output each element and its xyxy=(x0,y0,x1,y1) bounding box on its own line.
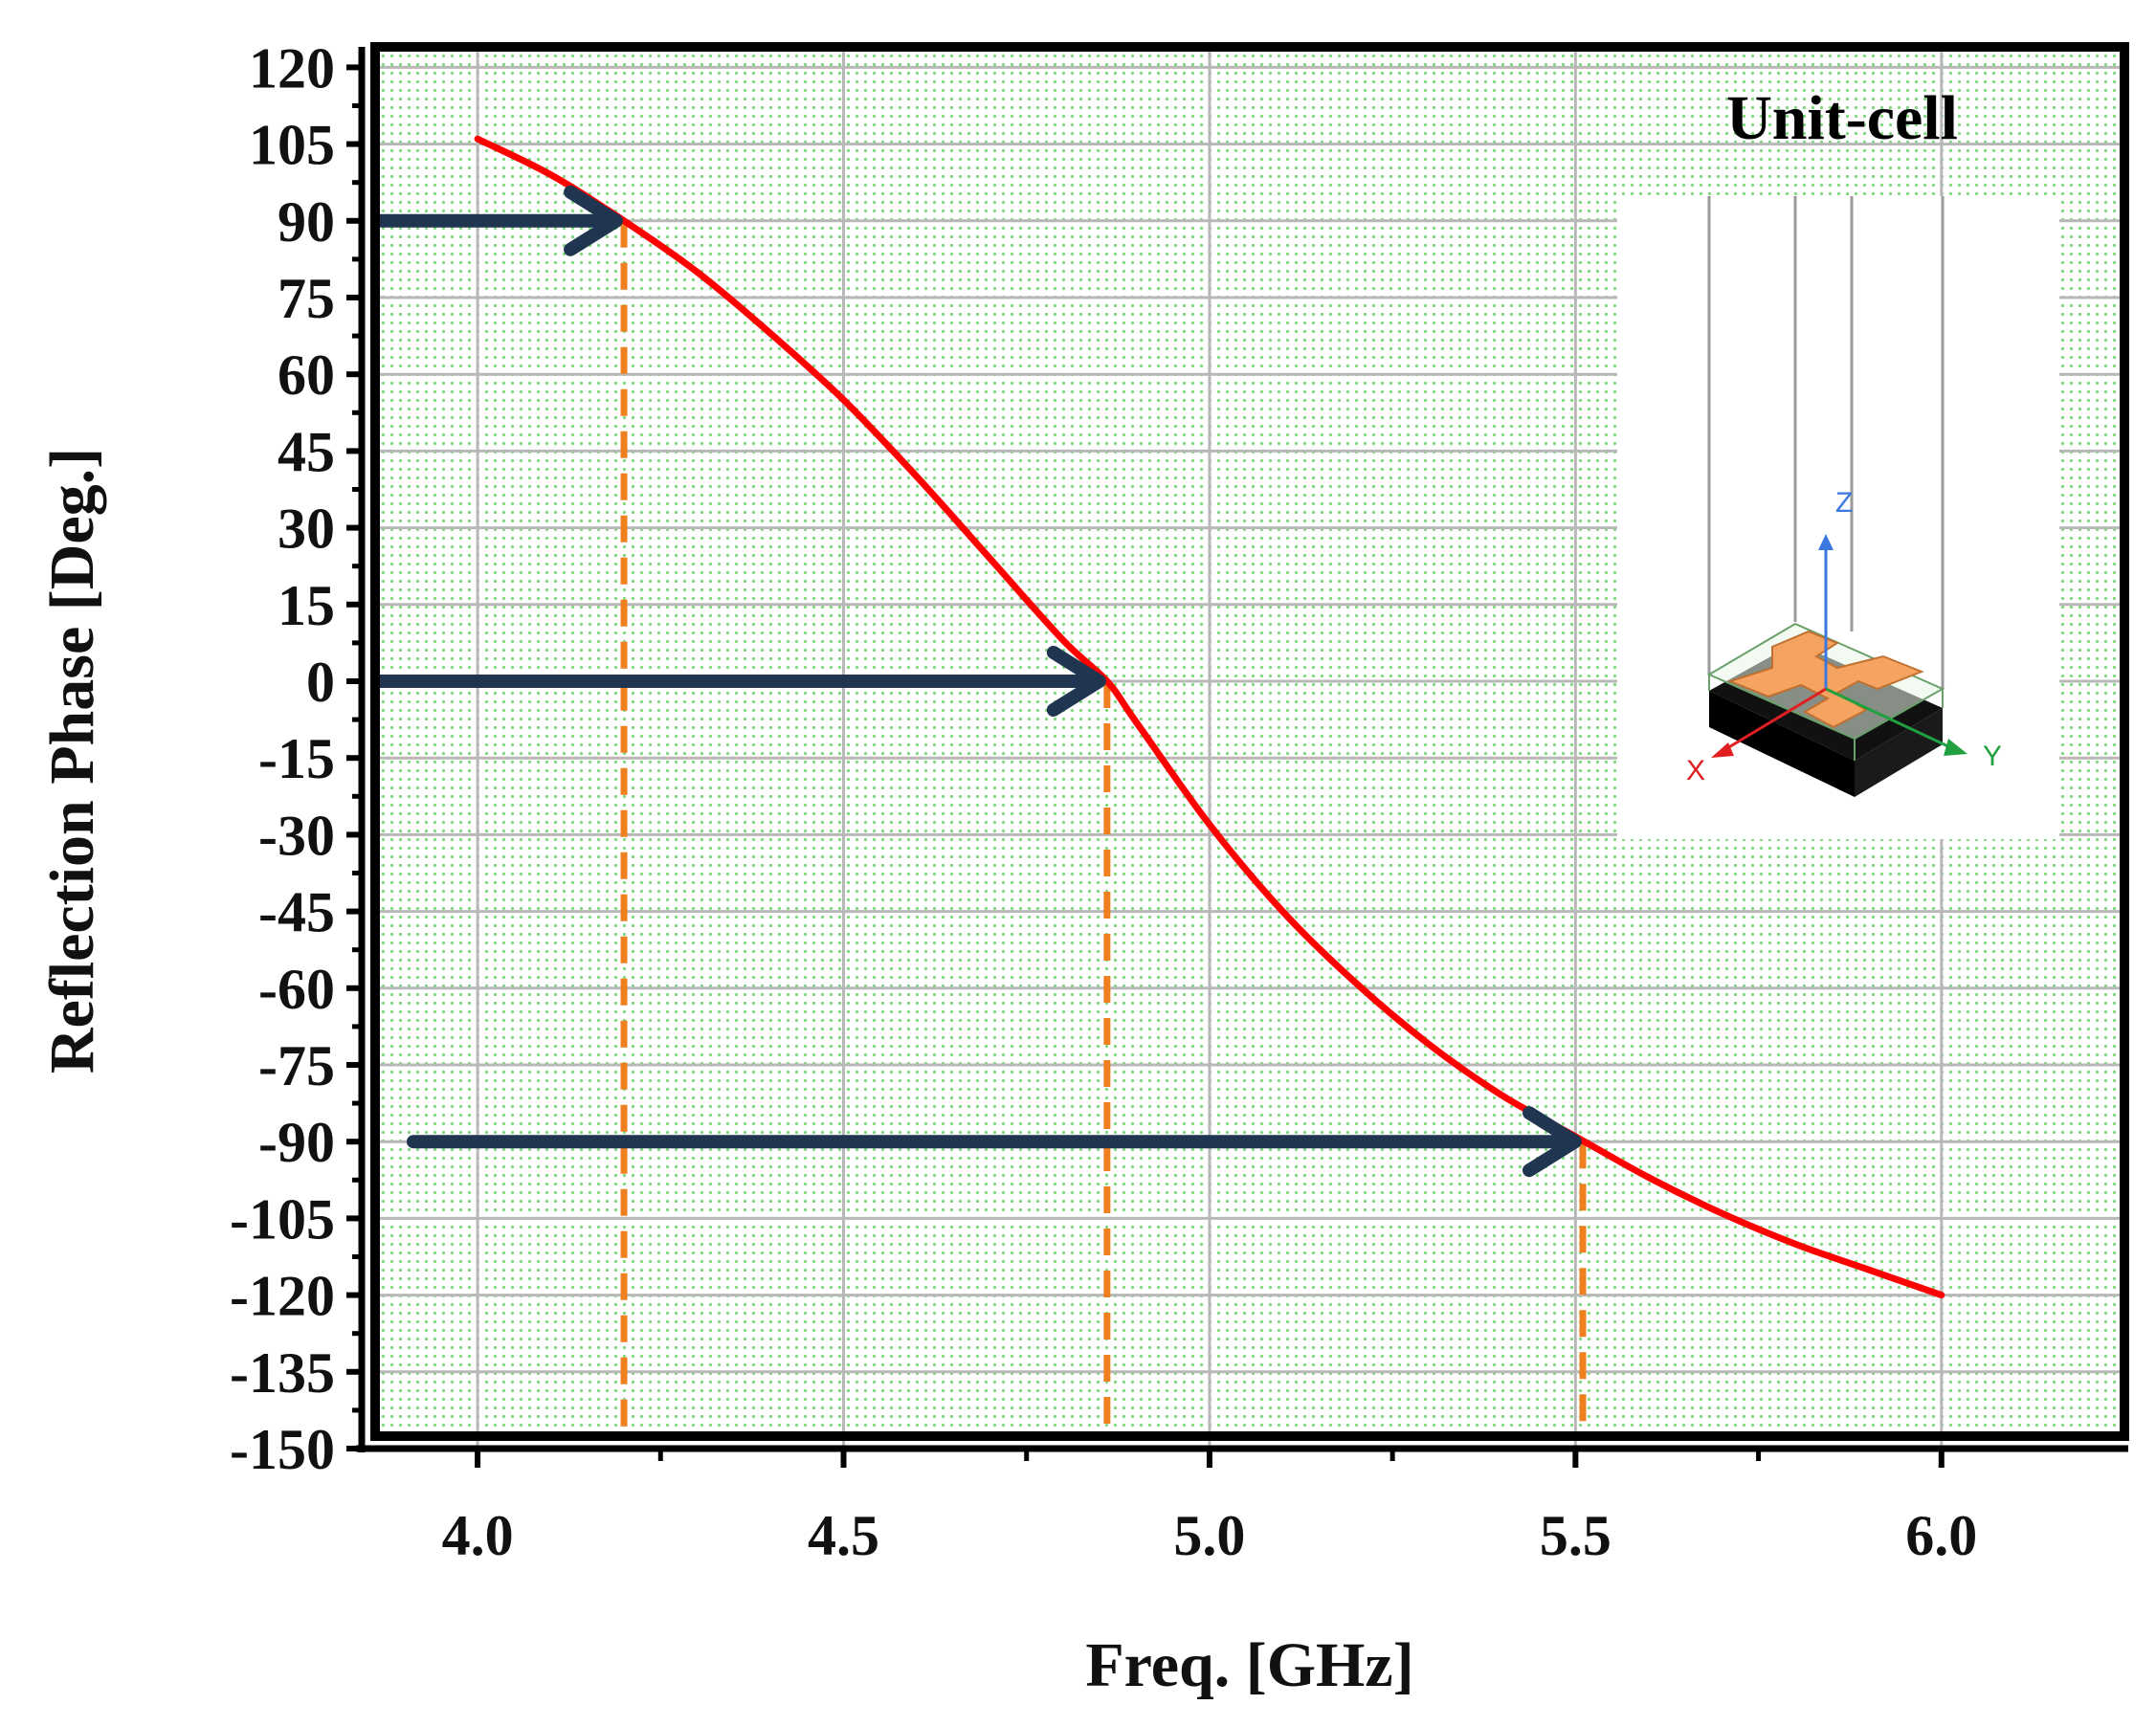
y-tick-label: -75 xyxy=(258,1034,335,1097)
marker-arrow-head xyxy=(564,185,624,256)
unit-cell-drawing: Z Y X xyxy=(1686,196,2002,797)
x-axis-label: X xyxy=(1686,755,1705,786)
y-tick-label: -45 xyxy=(258,881,335,944)
x-tick-label: 5.0 xyxy=(1173,1504,1245,1567)
y-tick-label: 0 xyxy=(306,651,335,714)
y-tick-label: -120 xyxy=(230,1265,335,1328)
y-tick-label: -150 xyxy=(230,1418,335,1481)
inset-title: Unit-cell xyxy=(1726,83,1958,153)
z-axis-arrowhead xyxy=(1818,534,1834,550)
unit-cell-inset: Unit-cell Z Y X xyxy=(1617,83,2059,839)
y-tick-label: 90 xyxy=(278,190,335,254)
axis-ticks xyxy=(346,64,1945,1468)
marker-arrows xyxy=(375,185,1583,1178)
plot-frame xyxy=(370,42,2129,1441)
y-axis-title: Reflection Phase [Deg.] xyxy=(37,448,107,1074)
y-tick-label: -30 xyxy=(258,804,335,867)
marker-lines xyxy=(620,220,1587,1428)
y-axis-label: Y xyxy=(1983,741,2002,772)
marker-arrow-head xyxy=(1523,1106,1583,1178)
phase-curve xyxy=(474,135,1945,1299)
x-tick-label: 4.5 xyxy=(808,1504,879,1567)
y-tick-label: -15 xyxy=(258,727,335,790)
x-tick-labels: 4.0 4.5 5.0 5.5 6.0 xyxy=(442,1504,1978,1567)
x-tick-label: 4.0 xyxy=(442,1504,514,1567)
y-tick-label: -135 xyxy=(230,1341,335,1405)
x-axis-line xyxy=(1722,687,1827,753)
y-tick-label: 45 xyxy=(278,420,335,483)
x-tick-label: 5.5 xyxy=(1540,1504,1611,1567)
x-axis-arrowhead xyxy=(1711,742,1734,758)
y-tick-label: 60 xyxy=(278,343,335,407)
x-axis-title: Freq. [GHz] xyxy=(1085,1630,1413,1700)
y-axis-arrowhead xyxy=(1944,739,1967,756)
y-axis-line xyxy=(1825,687,1953,750)
y-tick-label: -90 xyxy=(258,1111,335,1174)
y-tick-label: 75 xyxy=(278,267,335,330)
y-tick-label: 30 xyxy=(278,498,335,561)
y-tick-label: -105 xyxy=(230,1187,335,1251)
x-tick-label: 6.0 xyxy=(1905,1504,1977,1567)
y-tick-label: 120 xyxy=(249,36,335,100)
z-axis-label: Z xyxy=(1835,487,1853,519)
y-tick-label: 15 xyxy=(278,574,335,637)
y-tick-label: -60 xyxy=(258,958,335,1021)
marker-arrow-head xyxy=(1046,645,1106,717)
y-tick-label: 105 xyxy=(249,114,335,177)
y-tick-labels: 120 105 90 75 60 45 30 15 0 -15 -30 -45 -60 -75 -90 -10… xyxy=(230,36,335,1481)
